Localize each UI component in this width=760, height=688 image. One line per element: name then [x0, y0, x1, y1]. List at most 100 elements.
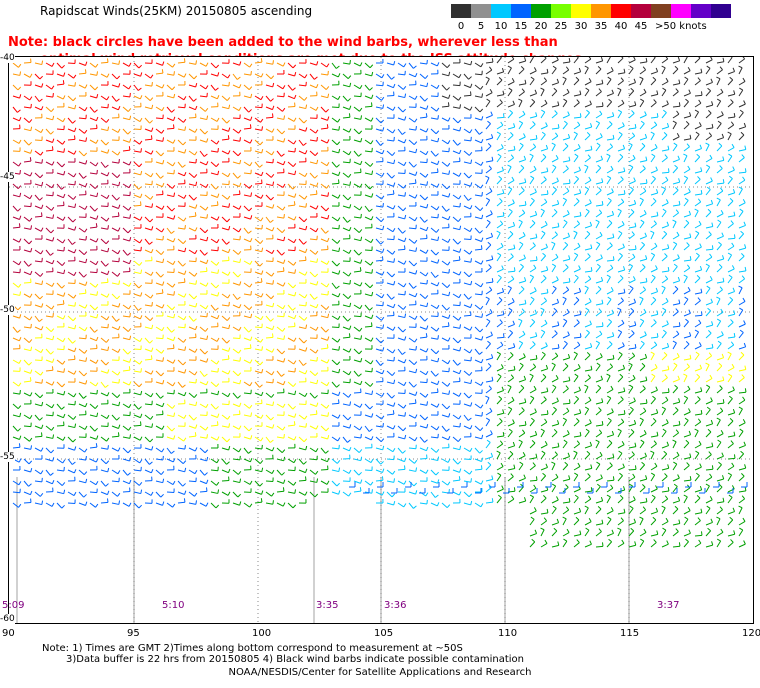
wind-barb-flag: [611, 89, 614, 94]
wind-barb: [111, 194, 118, 201]
wind-barb: [474, 128, 480, 135]
wind-barb: [540, 255, 547, 262]
wind-barb: [320, 282, 328, 288]
wind-barb: [672, 424, 680, 427]
wind-barb: [89, 139, 97, 144]
wind-barb-flag: [183, 96, 187, 101]
wind-barb-flag: [271, 348, 275, 353]
wind-barb-flag: [392, 425, 396, 430]
wind-barb: [617, 179, 624, 185]
wind-barb-flag: [665, 419, 669, 424]
wind-barb: [694, 148, 702, 152]
wind-barb-flag: [283, 115, 286, 120]
wind-barb: [133, 315, 141, 320]
wind-barb: [727, 192, 735, 196]
wind-barb: [738, 224, 746, 229]
wind-barb-flag: [586, 132, 591, 136]
wind-barb-flag: [458, 392, 462, 397]
wind-barb-flag: [628, 362, 633, 366]
wind-barb: [595, 424, 603, 427]
wind-barb: [419, 205, 427, 209]
wind-barb-flag: [489, 286, 493, 291]
wind-barb-flag: [272, 60, 274, 65]
wind-barb-flag: [434, 274, 439, 278]
wind-barb-flag: [588, 176, 592, 181]
wind-barb: [529, 237, 537, 240]
legend-label-3: 15: [514, 21, 528, 32]
wind-barb-flag: [195, 424, 198, 429]
wind-barb-flag: [663, 131, 668, 136]
wind-barb: [56, 95, 64, 100]
wind-barb: [738, 103, 746, 108]
wind-barb: [727, 353, 732, 361]
wind-barb-flag: [359, 62, 363, 67]
wind-barb: [34, 370, 41, 376]
wind-barb: [386, 128, 394, 134]
wind-barb-flag: [667, 266, 670, 272]
wind-barb-flag: [630, 406, 634, 411]
wind-barb-flag: [447, 215, 451, 221]
wind-barb: [551, 378, 559, 383]
wind-barb: [628, 265, 633, 273]
wind-barb: [298, 205, 306, 208]
wind-barb: [628, 332, 635, 339]
wind-barb: [606, 299, 612, 306]
wind-barb-flag: [459, 347, 462, 352]
wind-barb-flag: [294, 193, 297, 198]
wind-barb: [562, 266, 569, 273]
wind-barb: [67, 227, 75, 231]
wind-barb-flag: [458, 369, 462, 374]
wind-barb: [397, 425, 404, 432]
wind-barb: [727, 389, 735, 394]
wind-barb-flag: [382, 423, 384, 428]
legend-labels: 0 5 10 15 20 25 30 35 40 45 >50 knots: [451, 21, 731, 32]
wind-barb-flag: [217, 193, 220, 198]
wind-barb-flag: [687, 165, 691, 170]
wind-barb: [573, 344, 581, 350]
wind-barb-flag: [358, 251, 362, 256]
wind-barb: [727, 79, 734, 86]
wind-barb-flag: [303, 97, 308, 101]
wind-barb-flag: [617, 428, 622, 432]
wind-barb-flag: [717, 340, 722, 344]
wind-barb: [408, 95, 416, 100]
wind-barb: [628, 127, 636, 130]
wind-barb: [595, 159, 603, 163]
wind-barb: [144, 392, 152, 398]
wind-barb-flag: [193, 98, 197, 102]
wind-barb: [221, 458, 227, 465]
wind-barb-flag: [337, 414, 341, 419]
wind-barb: [716, 402, 725, 405]
wind-barb: [144, 403, 153, 406]
wind-barb: [463, 194, 469, 201]
wind-barb: [353, 95, 362, 98]
wind-speed-legend: 0 5 10 15 20 25 30 35 40 45 >50 knots: [451, 4, 731, 32]
wind-barb: [320, 84, 327, 90]
wind-barb-flag: [729, 197, 734, 202]
wind-barb: [45, 238, 53, 242]
wind-barb: [45, 414, 54, 417]
wind-barb-flag: [360, 358, 363, 363]
wind-barb: [331, 249, 339, 253]
wind-barb: [265, 172, 272, 178]
wind-barb-flag: [314, 372, 319, 376]
wind-barb: [254, 326, 263, 329]
wind-barb: [529, 343, 536, 350]
wind-barb-flag: [524, 421, 527, 426]
wind-barb: [661, 225, 669, 229]
wind-barb: [716, 289, 723, 295]
wind-barb-flag: [116, 295, 121, 300]
wind-barb: [342, 447, 350, 452]
wind-barb: [320, 403, 327, 409]
wind-barb: [606, 146, 613, 152]
wind-barb: [78, 271, 85, 278]
wind-barb: [298, 359, 304, 366]
wind-barb: [232, 447, 240, 453]
wind-barb: [45, 326, 52, 333]
wind-barb: [56, 139, 63, 145]
wind-barb-flag: [585, 87, 590, 91]
wind-barb: [100, 260, 106, 267]
wind-barb: [419, 95, 426, 102]
wind-barb: [584, 149, 592, 152]
wind-barb-flag: [303, 119, 308, 124]
